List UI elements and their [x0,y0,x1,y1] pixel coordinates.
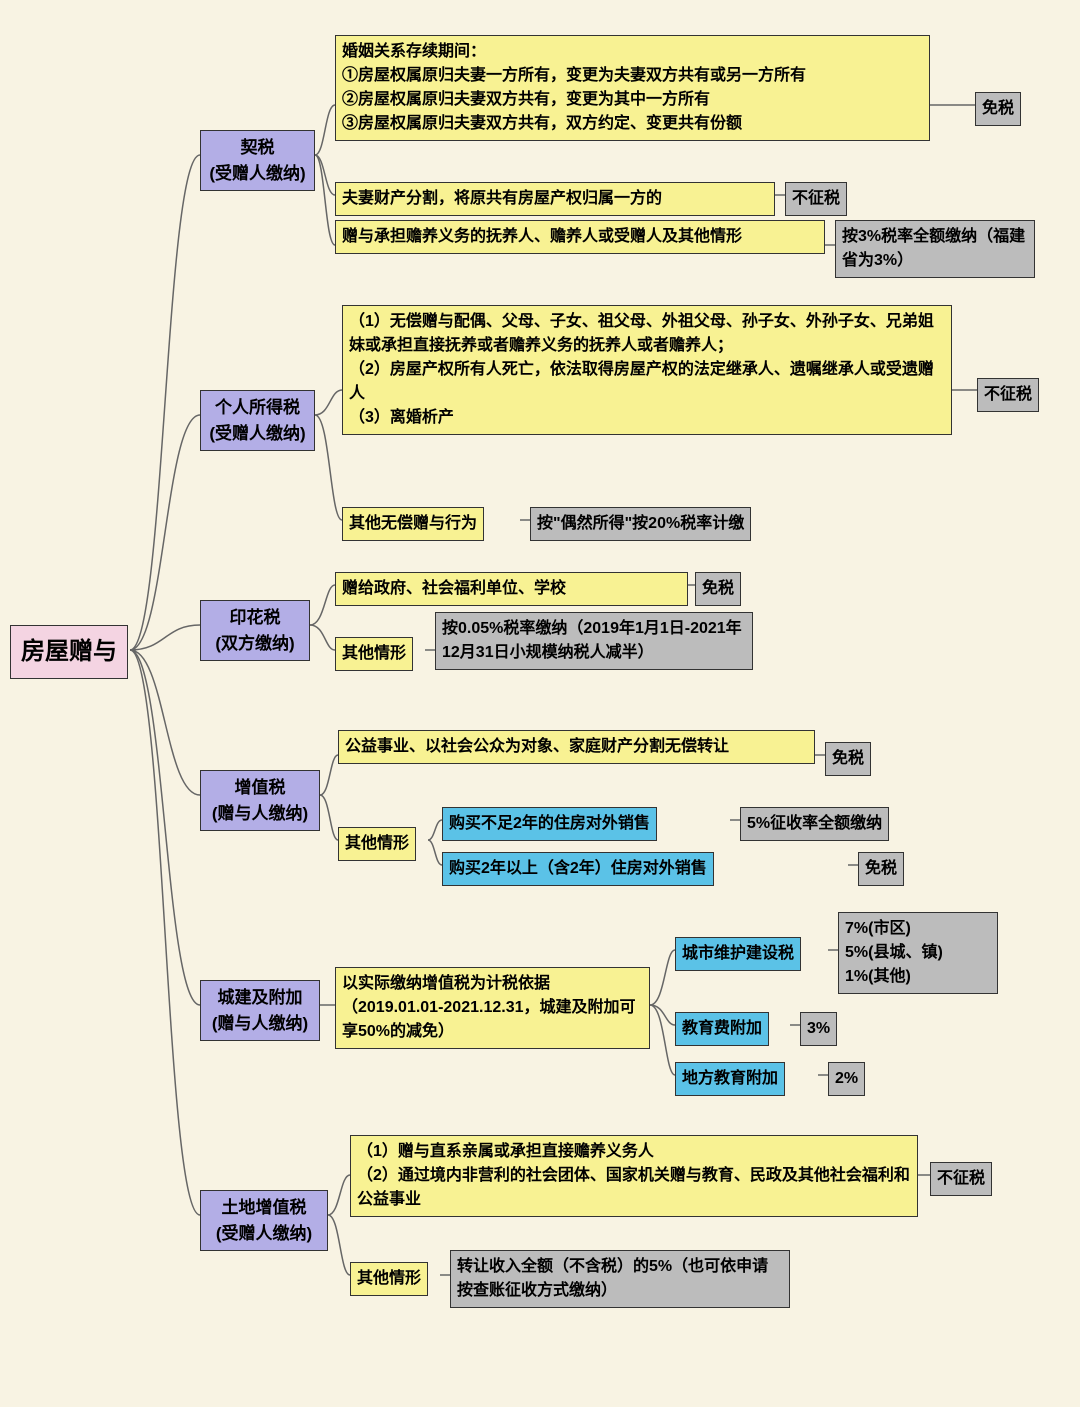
qishui-marriage: 婚姻关系存续期间： ①房屋权属原归夫妻一方所有，变更为夫妻双方共有或另一方所有 … [335,35,930,141]
branch-subtitle: (双方缴纳) [215,634,294,653]
branch-subtitle: (受赠人缴纳) [216,1224,312,1243]
qishui-other: 赠与承担赡养义务的抚养人、赡养人或受赠人及其他情形 [335,220,825,254]
branch-subtitle: (受赠人缴纳) [209,164,305,183]
chengjian-edu-rate: 3% [800,1012,837,1046]
tudizengzhi-exempt-result: 不征税 [930,1162,992,1196]
chengjian-city: 城市维护建设税 [675,937,801,971]
branch-title: 土地增值税 [222,1198,307,1217]
gerensuo-other: 其他无偿赠与行为 [342,507,484,541]
branch-yinhuashui: 印花税 (双方缴纳) [200,600,310,661]
root-node: 房屋赠与 [10,625,128,679]
zengzhishui-under2-result: 5%征收率全额缴纳 [740,807,889,841]
branch-subtitle: (赠与人缴纳) [212,804,308,823]
zengzhishui-over2: 购买2年以上（含2年）住房对外销售 [442,852,714,886]
mindmap-canvas: 房屋赠与 契税 (受赠人缴纳) 婚姻关系存续期间： ①房屋权属原归夫妻一方所有，… [10,20,1070,1367]
tudizengzhi-other: 其他情形 [350,1262,428,1296]
branch-title: 个人所得税 [215,398,300,417]
gerensuo-other-result: 按"偶然所得"按20%税率计缴 [530,507,751,541]
branch-title: 增值税 [235,778,286,797]
branch-title: 印花税 [230,608,281,627]
tudizengzhi-other-result: 转让收入全额（不含税）的5%（也可依申请按查账征收方式缴纳） [450,1250,790,1308]
zengzhishui-over2-result: 免税 [858,852,904,886]
gerensuo-exempt: （1）无偿赠与配偶、父母、子女、祖父母、外祖父母、孙子女、外孙子女、兄弟姐妹或承… [342,305,952,435]
branch-tudizengzhi: 土地增值税 (受赠人缴纳) [200,1190,328,1251]
yinhuashui-gov-result: 免税 [695,572,741,606]
branch-zengzhishui: 增值税 (赠与人缴纳) [200,770,320,831]
yinhuashui-other-result: 按0.05%税率缴纳（2019年1月1日-2021年12月31日小规模纳税人减半… [435,612,753,670]
branch-title: 契税 [241,138,275,157]
qishui-divorce: 夫妻财产分割，将原共有房屋产权归属一方的 [335,182,775,216]
chengjian-base: 以实际缴纳增值税为计税依据（2019.01.01-2021.12.31，城建及附… [335,967,650,1049]
gerensuo-exempt-result: 不征税 [977,378,1039,412]
yinhuashui-gov: 赠给政府、社会福利单位、学校 [335,572,688,606]
qishui-other-result: 按3%税率全额缴纳（福建省为3%） [835,220,1035,278]
zengzhishui-under2: 购买不足2年的住房对外销售 [442,807,657,841]
zengzhishui-other: 其他情形 [338,827,416,861]
zengzhishui-public: 公益事业、以社会公众为对象、家庭财产分割无偿转让 [338,730,815,764]
tudizengzhi-exempt: （1）赠与直系亲属或承担直接赡养义务人 （2）通过境内非营利的社会团体、国家机关… [350,1135,918,1217]
chengjian-edu: 教育费附加 [675,1012,769,1046]
branch-title: 城建及附加 [218,988,303,1007]
qishui-divorce-result: 不征税 [785,182,847,216]
branch-gerensuo: 个人所得税 (受赠人缴纳) [200,390,315,451]
branch-subtitle: (受赠人缴纳) [209,424,305,443]
yinhuashui-other: 其他情形 [335,637,413,671]
branch-subtitle: (赠与人缴纳) [212,1014,308,1033]
chengjian-local-rate: 2% [828,1062,865,1096]
zengzhishui-public-result: 免税 [825,742,871,776]
branch-chengjian: 城建及附加 (赠与人缴纳) [200,980,320,1041]
chengjian-city-rate: 7%(市区) 5%(县城、镇) 1%(其他) [838,912,998,994]
branch-qishui: 契税 (受赠人缴纳) [200,130,315,191]
qishui-marriage-result: 免税 [975,92,1021,126]
chengjian-local: 地方教育附加 [675,1062,785,1096]
